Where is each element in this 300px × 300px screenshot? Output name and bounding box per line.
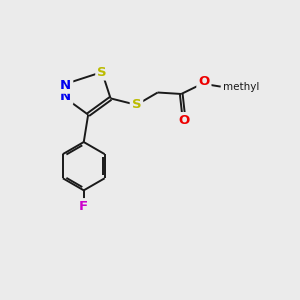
Text: O: O [178, 114, 189, 127]
Text: methyl: methyl [223, 82, 260, 92]
Text: N: N [60, 79, 71, 92]
Text: S: S [132, 98, 141, 111]
Text: N: N [60, 90, 71, 104]
Text: F: F [79, 200, 88, 213]
Text: O: O [198, 75, 209, 88]
Text: S: S [97, 66, 107, 79]
